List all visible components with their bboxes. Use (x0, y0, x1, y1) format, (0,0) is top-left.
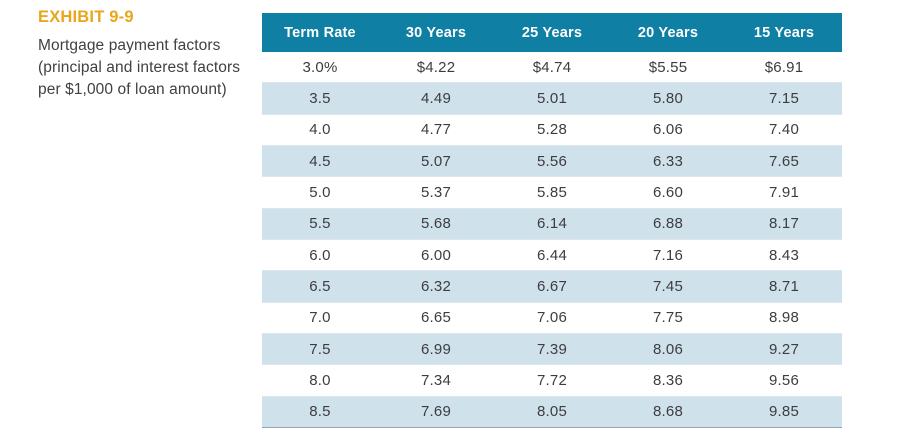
factor-cell: 6.00 (421, 246, 451, 264)
factor-cell: 7.75 (653, 309, 683, 327)
exhibit-block: EXHIBIT 9-9 Mortgage payment factors (pr… (38, 8, 250, 101)
factor-cell: 5.68 (421, 215, 451, 233)
factor-cell: 6.88 (653, 215, 683, 233)
table-row: 3.0% $4.22 $4.74 $5.55 $6.91 (262, 52, 842, 83)
exhibit-label: EXHIBIT 9-9 (38, 8, 134, 26)
factor-cell: 7.69 (421, 403, 451, 421)
factor-cell: 8.17 (769, 215, 799, 233)
table-row: 5.0 5.37 5.85 6.60 7.91 (262, 176, 842, 209)
factor-cell: 4.77 (421, 121, 451, 139)
factor-cell: 9.56 (769, 371, 799, 389)
factor-cell: 8.68 (653, 403, 683, 421)
factor-cell: $4.74 (532, 58, 572, 76)
table-body: 3.0% $4.22 $4.74 $5.55 $6.91 3.5 4.49 5.01 5.80 7… (262, 52, 842, 428)
factor-cell: 7.45 (653, 277, 683, 295)
factor-cell: 8.71 (769, 277, 799, 295)
column-header: 25 Years (494, 13, 610, 52)
factor-cell: 8.36 (653, 371, 683, 389)
factor-cell: 5.28 (537, 121, 567, 139)
table-row: 3.5 4.49 5.01 5.80 7.15 (262, 82, 842, 115)
factor-cell: 7.34 (421, 371, 451, 389)
factor-cell: 6.14 (537, 215, 567, 233)
factor-cell: 9.85 (769, 403, 799, 421)
table-row: 7.0 6.65 7.06 7.75 8.98 (262, 302, 842, 334)
factor-cell: 5.85 (537, 183, 567, 201)
table-row: 6.5 6.32 6.67 7.45 8.71 (262, 270, 842, 303)
term-rate-cell: 6.5 (309, 277, 331, 295)
mortgage-payment-factor-table: Term Rate 30 Years 25 Years 20 Years 15 Year… (262, 13, 842, 428)
column-header: 15 Years (726, 13, 842, 52)
factor-cell: 5.37 (421, 183, 451, 201)
factor-cell: 6.44 (537, 246, 567, 264)
term-rate-cell: 5.5 (309, 215, 331, 233)
table-row: 6.0 6.00 6.44 7.16 8.43 (262, 239, 842, 271)
factor-cell: 6.33 (653, 152, 683, 170)
factor-cell: 8.98 (769, 309, 799, 327)
table-row: 8.5 7.69 8.05 8.68 9.85 (262, 396, 842, 428)
factor-cell: $4.22 (416, 58, 456, 76)
factor-cell: 4.49 (421, 89, 451, 107)
factor-cell: 6.67 (537, 277, 567, 295)
factor-cell: 5.01 (537, 89, 567, 107)
factor-cell: 6.06 (653, 121, 683, 139)
term-rate-cell: 4.0 (309, 121, 331, 139)
table-header: Term Rate 30 Years 25 Years 20 Years 15 Year… (262, 13, 842, 52)
term-rate-cell: 3.0% (302, 58, 338, 76)
column-header: Term Rate (262, 13, 378, 52)
factor-cell: 5.80 (653, 89, 683, 107)
factor-cell: 6.60 (653, 183, 683, 201)
exhibit-caption: Mortgage payment factors (principal and … (38, 37, 241, 98)
column-header: 20 Years (610, 13, 726, 52)
term-rate-cell: 6.0 (309, 246, 331, 264)
term-rate-cell: 7.5 (309, 340, 331, 358)
factor-cell: 7.15 (769, 89, 799, 107)
factor-cell: 6.32 (421, 277, 451, 295)
factor-cell: 7.16 (653, 246, 683, 264)
table-header-row: Term Rate 30 Years 25 Years 20 Years 15 Year… (262, 13, 842, 52)
factor-cell: 8.06 (653, 340, 683, 358)
table-row: 5.5 5.68 6.14 6.88 8.17 (262, 208, 842, 240)
factor-cell: 5.56 (537, 152, 567, 170)
table-row: 4.0 4.77 5.28 6.06 7.40 (262, 114, 842, 146)
factor-cell: 7.72 (537, 371, 567, 389)
table-row: 8.0 7.34 7.72 8.36 9.56 (262, 364, 842, 397)
table-row: 7.5 6.99 7.39 8.06 9.27 (262, 333, 842, 365)
factor-cell: 6.65 (421, 309, 451, 327)
term-rate-cell: 5.0 (309, 183, 331, 201)
factor-cell: 7.91 (769, 183, 799, 201)
factor-cell: 7.06 (537, 309, 567, 327)
factor-cell: $6.91 (764, 58, 804, 76)
factor-cell: 8.43 (769, 246, 799, 264)
factor-cell: 5.07 (421, 152, 451, 170)
term-rate-cell: 4.5 (309, 152, 331, 170)
factor-cell: 6.99 (421, 340, 451, 358)
factor-cell: 7.40 (769, 121, 799, 139)
term-rate-cell: 8.0 (309, 371, 331, 389)
factor-cell: 8.05 (537, 403, 567, 421)
table-row: 4.5 5.07 5.56 6.33 7.65 (262, 145, 842, 177)
column-header: 30 Years (378, 13, 494, 52)
factor-cell: 7.65 (769, 152, 799, 170)
term-rate-cell: 7.0 (309, 309, 331, 327)
factor-cell: 9.27 (769, 340, 799, 358)
factor-cell: $5.55 (648, 58, 688, 76)
factor-cell: 7.39 (537, 340, 567, 358)
term-rate-cell: 3.5 (309, 89, 331, 107)
term-rate-cell: 8.5 (309, 403, 331, 421)
